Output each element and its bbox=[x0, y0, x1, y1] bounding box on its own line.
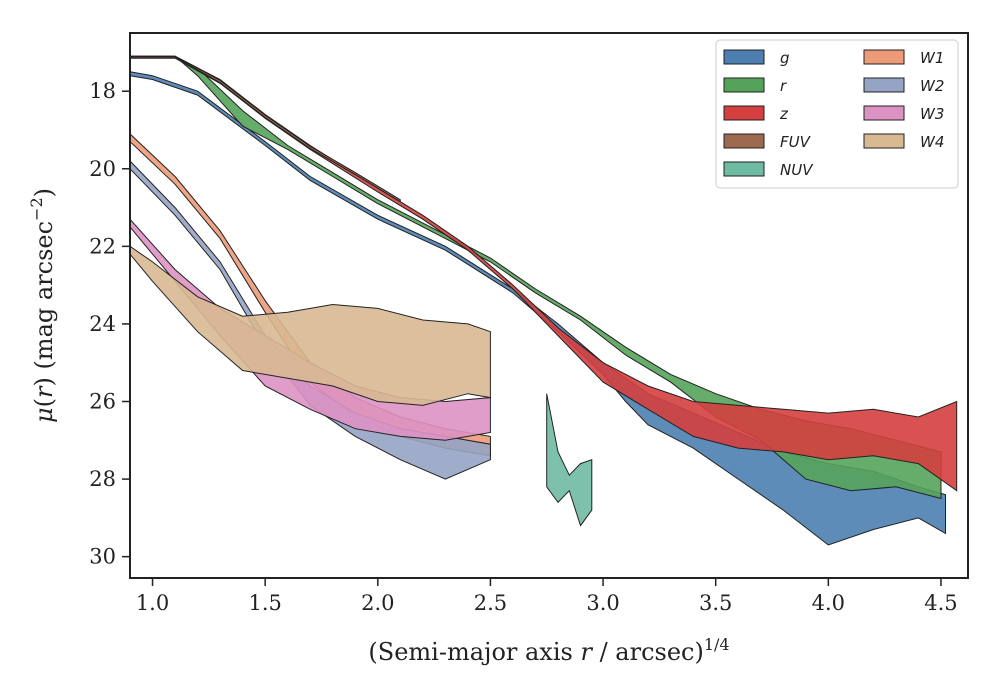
legend-swatch bbox=[723, 161, 765, 177]
legend-label: W2 bbox=[920, 77, 944, 95]
legend-label: r bbox=[780, 77, 787, 95]
legend-item-w3: W3 bbox=[863, 105, 944, 123]
legend-item-w4: W4 bbox=[863, 133, 944, 151]
x-tick-label: 2.5 bbox=[474, 591, 507, 615]
x-axis-label: (Semi-major axis r / arcsec)1/4 bbox=[368, 635, 729, 666]
legend-item-fuv: FUV bbox=[723, 133, 812, 151]
legend-label: z bbox=[779, 105, 789, 123]
legend-swatch bbox=[863, 105, 905, 121]
legend-label: W4 bbox=[920, 133, 944, 151]
y-axis-label: μ(r) (mag arcsec−2) bbox=[27, 188, 58, 423]
plot-frame bbox=[129, 32, 969, 579]
y-tick-label: 20 bbox=[89, 157, 116, 181]
legend-item-z: z bbox=[723, 105, 789, 123]
legend-swatch bbox=[723, 133, 765, 149]
legend: grz FUV NUV W1 W2 W3 W4 bbox=[715, 39, 959, 189]
legend-item-r: r bbox=[723, 77, 787, 95]
legend-swatch bbox=[723, 105, 765, 121]
legend-label: g bbox=[780, 49, 790, 67]
area-z bbox=[130, 55, 958, 492]
legend-box bbox=[715, 39, 959, 189]
legend-label: W3 bbox=[920, 105, 944, 123]
area-nuv bbox=[546, 393, 593, 527]
legend-swatch bbox=[863, 133, 905, 149]
x-tick-label: 1.0 bbox=[136, 591, 169, 615]
y-tick-label: 22 bbox=[89, 234, 116, 258]
legend-swatch bbox=[863, 77, 905, 93]
x-tick-label: 3.0 bbox=[586, 591, 619, 615]
series-areas bbox=[130, 55, 958, 546]
legend-swatch bbox=[863, 49, 905, 65]
area-w4 bbox=[130, 245, 491, 406]
x-tick-label: 2.0 bbox=[361, 591, 394, 615]
legend-item-nuv: NUV bbox=[723, 161, 814, 179]
legend-item-w2: W2 bbox=[863, 77, 944, 95]
y-tick-label: 18 bbox=[89, 79, 116, 103]
x-tick-label: 3.5 bbox=[699, 591, 732, 615]
y-tick-label: 30 bbox=[89, 545, 116, 569]
x-tick-label: 4.5 bbox=[924, 591, 957, 615]
legend-item-g: g bbox=[723, 49, 790, 67]
x-axis-ticks: 1.0 1.5 2.0 2.5 3.0 3.5 4.0 4.5 bbox=[136, 578, 958, 615]
x-tick-label: 1.5 bbox=[248, 591, 281, 615]
legend-label: W1 bbox=[920, 49, 944, 67]
legend-swatch bbox=[723, 49, 765, 65]
y-tick-label: 26 bbox=[89, 390, 116, 414]
legend-label: FUV bbox=[780, 133, 812, 151]
y-axis-ticks: 18 20 22 24 26 28 30 bbox=[89, 79, 130, 569]
legend-item-w1: W1 bbox=[863, 49, 944, 67]
area-fuv bbox=[130, 55, 401, 203]
y-tick-label: 24 bbox=[89, 312, 116, 336]
y-tick-label: 28 bbox=[89, 467, 116, 491]
legend-swatch bbox=[723, 77, 765, 93]
x-tick-label: 4.0 bbox=[812, 591, 845, 615]
legend-label: NUV bbox=[780, 161, 814, 179]
